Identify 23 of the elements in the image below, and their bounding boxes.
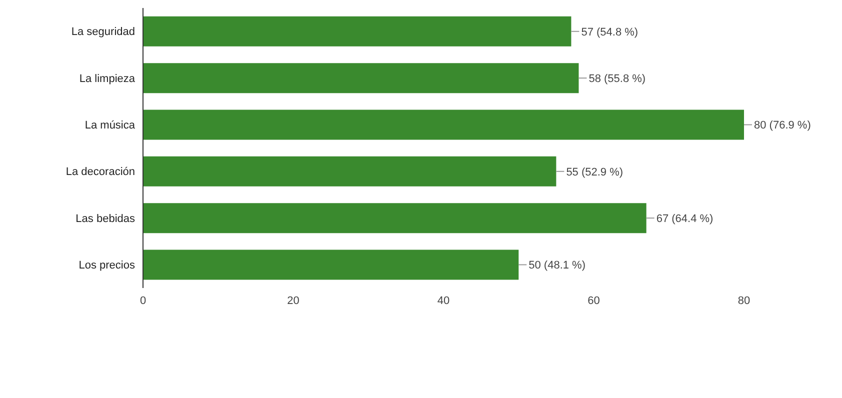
data-label: 50 (48.1 %) xyxy=(528,260,586,272)
data-label: 57 (54.8 %) xyxy=(581,26,638,38)
x-tick-label: 0 xyxy=(140,294,146,307)
x-tick-label: 60 xyxy=(588,294,600,307)
y-tick-label: La limpieza xyxy=(79,72,136,85)
bar xyxy=(143,203,646,234)
data-label: 67 (64.4 %) xyxy=(656,212,714,225)
x-tick-label: 40 xyxy=(437,294,450,307)
y-tick-label: Los precios xyxy=(78,260,136,272)
bar xyxy=(143,250,519,280)
y-tick-label: La decoración xyxy=(66,166,135,178)
data-label: 80 (76.9 %) xyxy=(754,120,811,132)
y-tick-label: La seguridad xyxy=(71,26,135,38)
y-tick-label: La música xyxy=(84,120,136,132)
x-tick-label: 20 xyxy=(287,294,300,307)
bar xyxy=(143,110,744,140)
bar xyxy=(143,16,572,46)
y-tick-label: Las bebidas xyxy=(76,212,136,225)
data-label: 58 (55.8 %) xyxy=(588,72,646,85)
data-label: 55 (52.9 %) xyxy=(566,166,624,178)
bar xyxy=(143,156,556,186)
x-tick-label: 80 xyxy=(738,294,750,307)
bar xyxy=(143,63,579,94)
